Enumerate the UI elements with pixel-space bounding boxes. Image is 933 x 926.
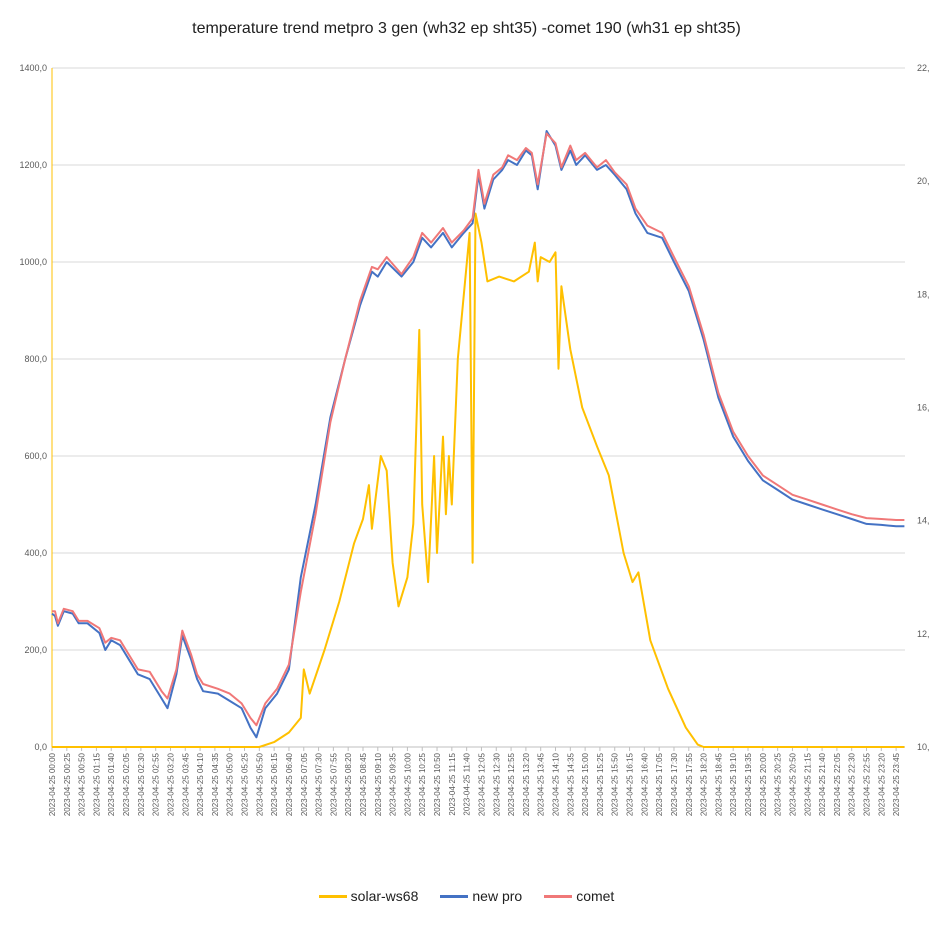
- x-tick-label: 2023-04-25 05:50: [255, 752, 264, 816]
- x-tick-label: 2023-04-25 22:30: [848, 752, 857, 816]
- x-tick-label: 2023-04-25 00:25: [63, 752, 72, 816]
- legend-item: new pro: [440, 888, 522, 904]
- x-tick-label: 2023-04-25 10:00: [403, 752, 412, 816]
- y-tick-label: 600,0: [24, 451, 47, 461]
- x-tick-label: 2023-04-25 01:40: [107, 752, 116, 816]
- x-tick-label: 2023-04-25 07:30: [315, 752, 324, 816]
- x-tick-label: 2023-04-25 06:15: [270, 752, 279, 816]
- x-tick-label: 2023-04-25 10:25: [418, 752, 427, 816]
- x-tick-label: 2023-04-25 02:05: [122, 752, 131, 816]
- y-tick-label: 800,0: [24, 354, 47, 364]
- legend-swatch: [544, 894, 573, 898]
- x-tick-label: 2023-04-25 12:05: [477, 752, 486, 816]
- x-tick-label: 2023-04-25 04:35: [211, 752, 220, 816]
- legend-item: comet: [544, 888, 614, 904]
- x-tick-label: 2023-04-25 22:55: [862, 752, 871, 816]
- x-tick-label: 2023-04-25 23:20: [877, 752, 886, 816]
- x-tick-label: 2023-04-25 19:10: [729, 752, 738, 816]
- x-tick-label: 2023-04-25 14:35: [566, 752, 575, 816]
- y-tick-label: 1400,0: [19, 63, 47, 73]
- x-tick-label: 2023-04-25 15:00: [581, 752, 590, 816]
- legend-label: comet: [576, 888, 615, 904]
- x-tick-label: 2023-04-25 09:35: [389, 752, 398, 816]
- legend-label: new pro: [472, 888, 523, 904]
- y2-tick-label: 16,: [917, 403, 930, 413]
- y2-tick-label: 14,: [917, 516, 930, 526]
- y2-tick-label: 22,: [917, 63, 930, 73]
- x-tick-label: 2023-04-25 05:00: [226, 752, 235, 816]
- series-line-comet: [52, 132, 905, 727]
- x-tick-label: 2023-04-25 00:00: [48, 752, 57, 816]
- x-tick-label: 2023-04-25 05:25: [241, 752, 250, 816]
- legend-swatch: [318, 894, 347, 898]
- x-tick-label: 2023-04-25 15:50: [611, 752, 620, 816]
- legend: solar-ws68 new pro comet: [0, 888, 933, 904]
- x-tick-label: 2023-04-25 06:40: [285, 752, 294, 816]
- x-tick-label: 2023-04-25 08:45: [359, 752, 368, 816]
- y-tick-label: 1200,0: [19, 160, 47, 170]
- x-tick-label: 2023-04-25 23:45: [892, 752, 901, 816]
- chart-title: temperature trend metpro 3 gen (wh32 ep …: [192, 20, 741, 37]
- y-tick-label: 0,0: [34, 742, 47, 752]
- x-tick-label: 2023-04-25 03:20: [166, 752, 175, 816]
- x-tick-label: 2023-04-25 00:50: [78, 752, 87, 816]
- legend-swatch: [440, 894, 469, 898]
- y2-tick-label: 12,: [917, 629, 930, 639]
- x-tick-label: 2023-04-25 02:55: [152, 752, 161, 816]
- x-tick-label: 2023-04-25 08:20: [344, 752, 353, 816]
- x-tick-label: 2023-04-25 07:05: [300, 752, 309, 816]
- x-tick-label: 2023-04-25 11:15: [448, 752, 457, 815]
- x-tick-label: 2023-04-25 17:05: [655, 752, 664, 816]
- y-tick-label: 1000,0: [19, 257, 47, 267]
- x-tick-label: 2023-04-25 20:25: [774, 752, 783, 816]
- x-tick-label: 2023-04-25 20:00: [759, 752, 768, 816]
- x-tick-label: 2023-04-25 12:30: [492, 752, 501, 816]
- x-tick-label: 2023-04-25 13:20: [522, 752, 531, 816]
- x-tick-label: 2023-04-25 13:45: [537, 752, 546, 816]
- x-tick-label: 2023-04-25 04:10: [196, 752, 205, 816]
- x-tick-label: 2023-04-25 21:15: [803, 752, 812, 816]
- x-tick-label: 2023-04-25 15:25: [596, 752, 605, 816]
- x-tick-label: 2023-04-25 02:30: [137, 752, 146, 816]
- x-tick-label: 2023-04-25 01:15: [92, 752, 101, 816]
- x-tick-label: 2023-04-25 20:50: [788, 752, 797, 816]
- x-tick-label: 2023-04-25 11:40: [463, 752, 472, 815]
- x-tick-label: 2023-04-25 10:50: [433, 752, 442, 816]
- x-tick-label: 2023-04-25 07:55: [329, 752, 338, 816]
- x-tick-label: 2023-04-25 22:05: [833, 752, 842, 816]
- series-line-solar-ws68: [52, 212, 905, 748]
- x-tick-label: 2023-04-25 14:10: [552, 752, 561, 816]
- y2-tick-label: 20,: [917, 176, 930, 186]
- x-tick-label: 2023-04-25 03:45: [181, 752, 190, 816]
- y-tick-label: 200,0: [24, 645, 47, 655]
- y-tick-label: 400,0: [24, 548, 47, 558]
- y2-tick-label: 10,: [917, 742, 930, 752]
- x-tick-label: 2023-04-25 09:10: [374, 752, 383, 816]
- series-line-new-pro: [51, 130, 905, 739]
- x-tick-label: 2023-04-25 18:45: [714, 752, 723, 816]
- x-tick-label: 2023-04-25 21:40: [818, 752, 827, 816]
- x-tick-label: 2023-04-25 12:55: [507, 752, 516, 816]
- x-tick-label: 2023-04-25 17:30: [670, 752, 679, 816]
- legend-label: solar-ws68: [350, 888, 419, 904]
- legend-item: solar-ws68: [318, 888, 419, 904]
- x-tick-label: 2023-04-25 19:35: [744, 752, 753, 816]
- y2-tick-label: 18,: [917, 289, 930, 299]
- x-tick-label: 2023-04-25 16:15: [626, 752, 635, 816]
- x-tick-label: 2023-04-25 18:20: [700, 752, 709, 816]
- x-tick-label: 2023-04-25 16:40: [640, 752, 649, 816]
- x-tick-label: 2023-04-25 17:55: [685, 752, 694, 816]
